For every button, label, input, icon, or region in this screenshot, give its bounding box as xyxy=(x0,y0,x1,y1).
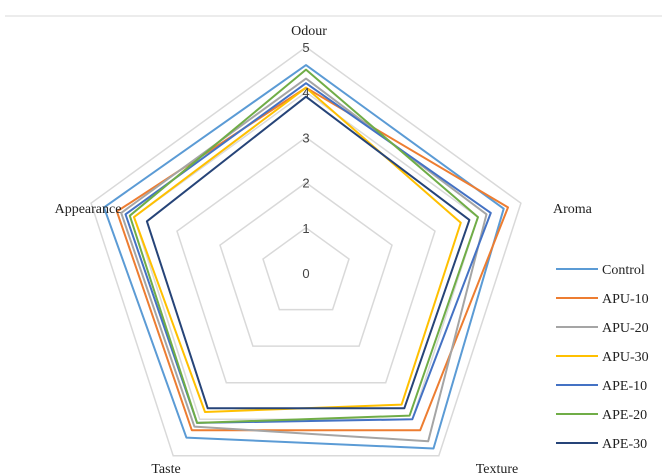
axis-label-texture: Texture xyxy=(476,462,519,475)
series-line-apu-20 xyxy=(120,77,488,443)
legend-label-apu-30: APU-30 xyxy=(602,350,649,365)
legend-label-ape-20: APE-20 xyxy=(602,408,647,423)
tick-label-0: 0 xyxy=(302,266,309,281)
legend-label-ape-30: APE-30 xyxy=(602,437,647,452)
tick-label-5: 5 xyxy=(302,40,309,55)
legend-label-apu-10: APU-10 xyxy=(602,292,649,307)
legend: Control APU-10 APU-20 APU-30 APE-10 APE-20 APE… xyxy=(556,263,649,452)
series-line-ape-20 xyxy=(128,68,479,424)
legend-label-apu-20: APU-20 xyxy=(602,321,649,336)
series-line-ape-10 xyxy=(124,82,492,424)
series-line-ape-30 xyxy=(145,95,471,410)
series-line-apu-10 xyxy=(115,86,509,432)
legend-label-control: Control xyxy=(602,263,645,278)
tick-label-3: 3 xyxy=(302,130,309,145)
radial-ticks: 0 1 2 3 4 5 xyxy=(302,40,309,281)
tick-label-1: 1 xyxy=(302,221,309,236)
axis-label-aroma: Aroma xyxy=(553,202,593,217)
grid-ring-3 xyxy=(176,136,436,384)
grid-ring-2 xyxy=(219,181,393,347)
axis-labels: Odour Aroma Texture Taste Appearance xyxy=(55,24,593,475)
axis-label-appearance: Appearance xyxy=(55,202,122,217)
radar-series xyxy=(103,64,509,450)
legend-label-ape-10: APE-10 xyxy=(602,379,647,394)
grid-ring-1 xyxy=(262,226,350,311)
series-line-control xyxy=(103,64,505,450)
axis-label-odour: Odour xyxy=(291,24,327,39)
radar-grid xyxy=(90,46,522,457)
axis-label-taste: Taste xyxy=(151,462,180,475)
grid-ring-5 xyxy=(90,46,522,457)
tick-label-4: 4 xyxy=(302,85,309,100)
tick-label-2: 2 xyxy=(302,176,309,191)
